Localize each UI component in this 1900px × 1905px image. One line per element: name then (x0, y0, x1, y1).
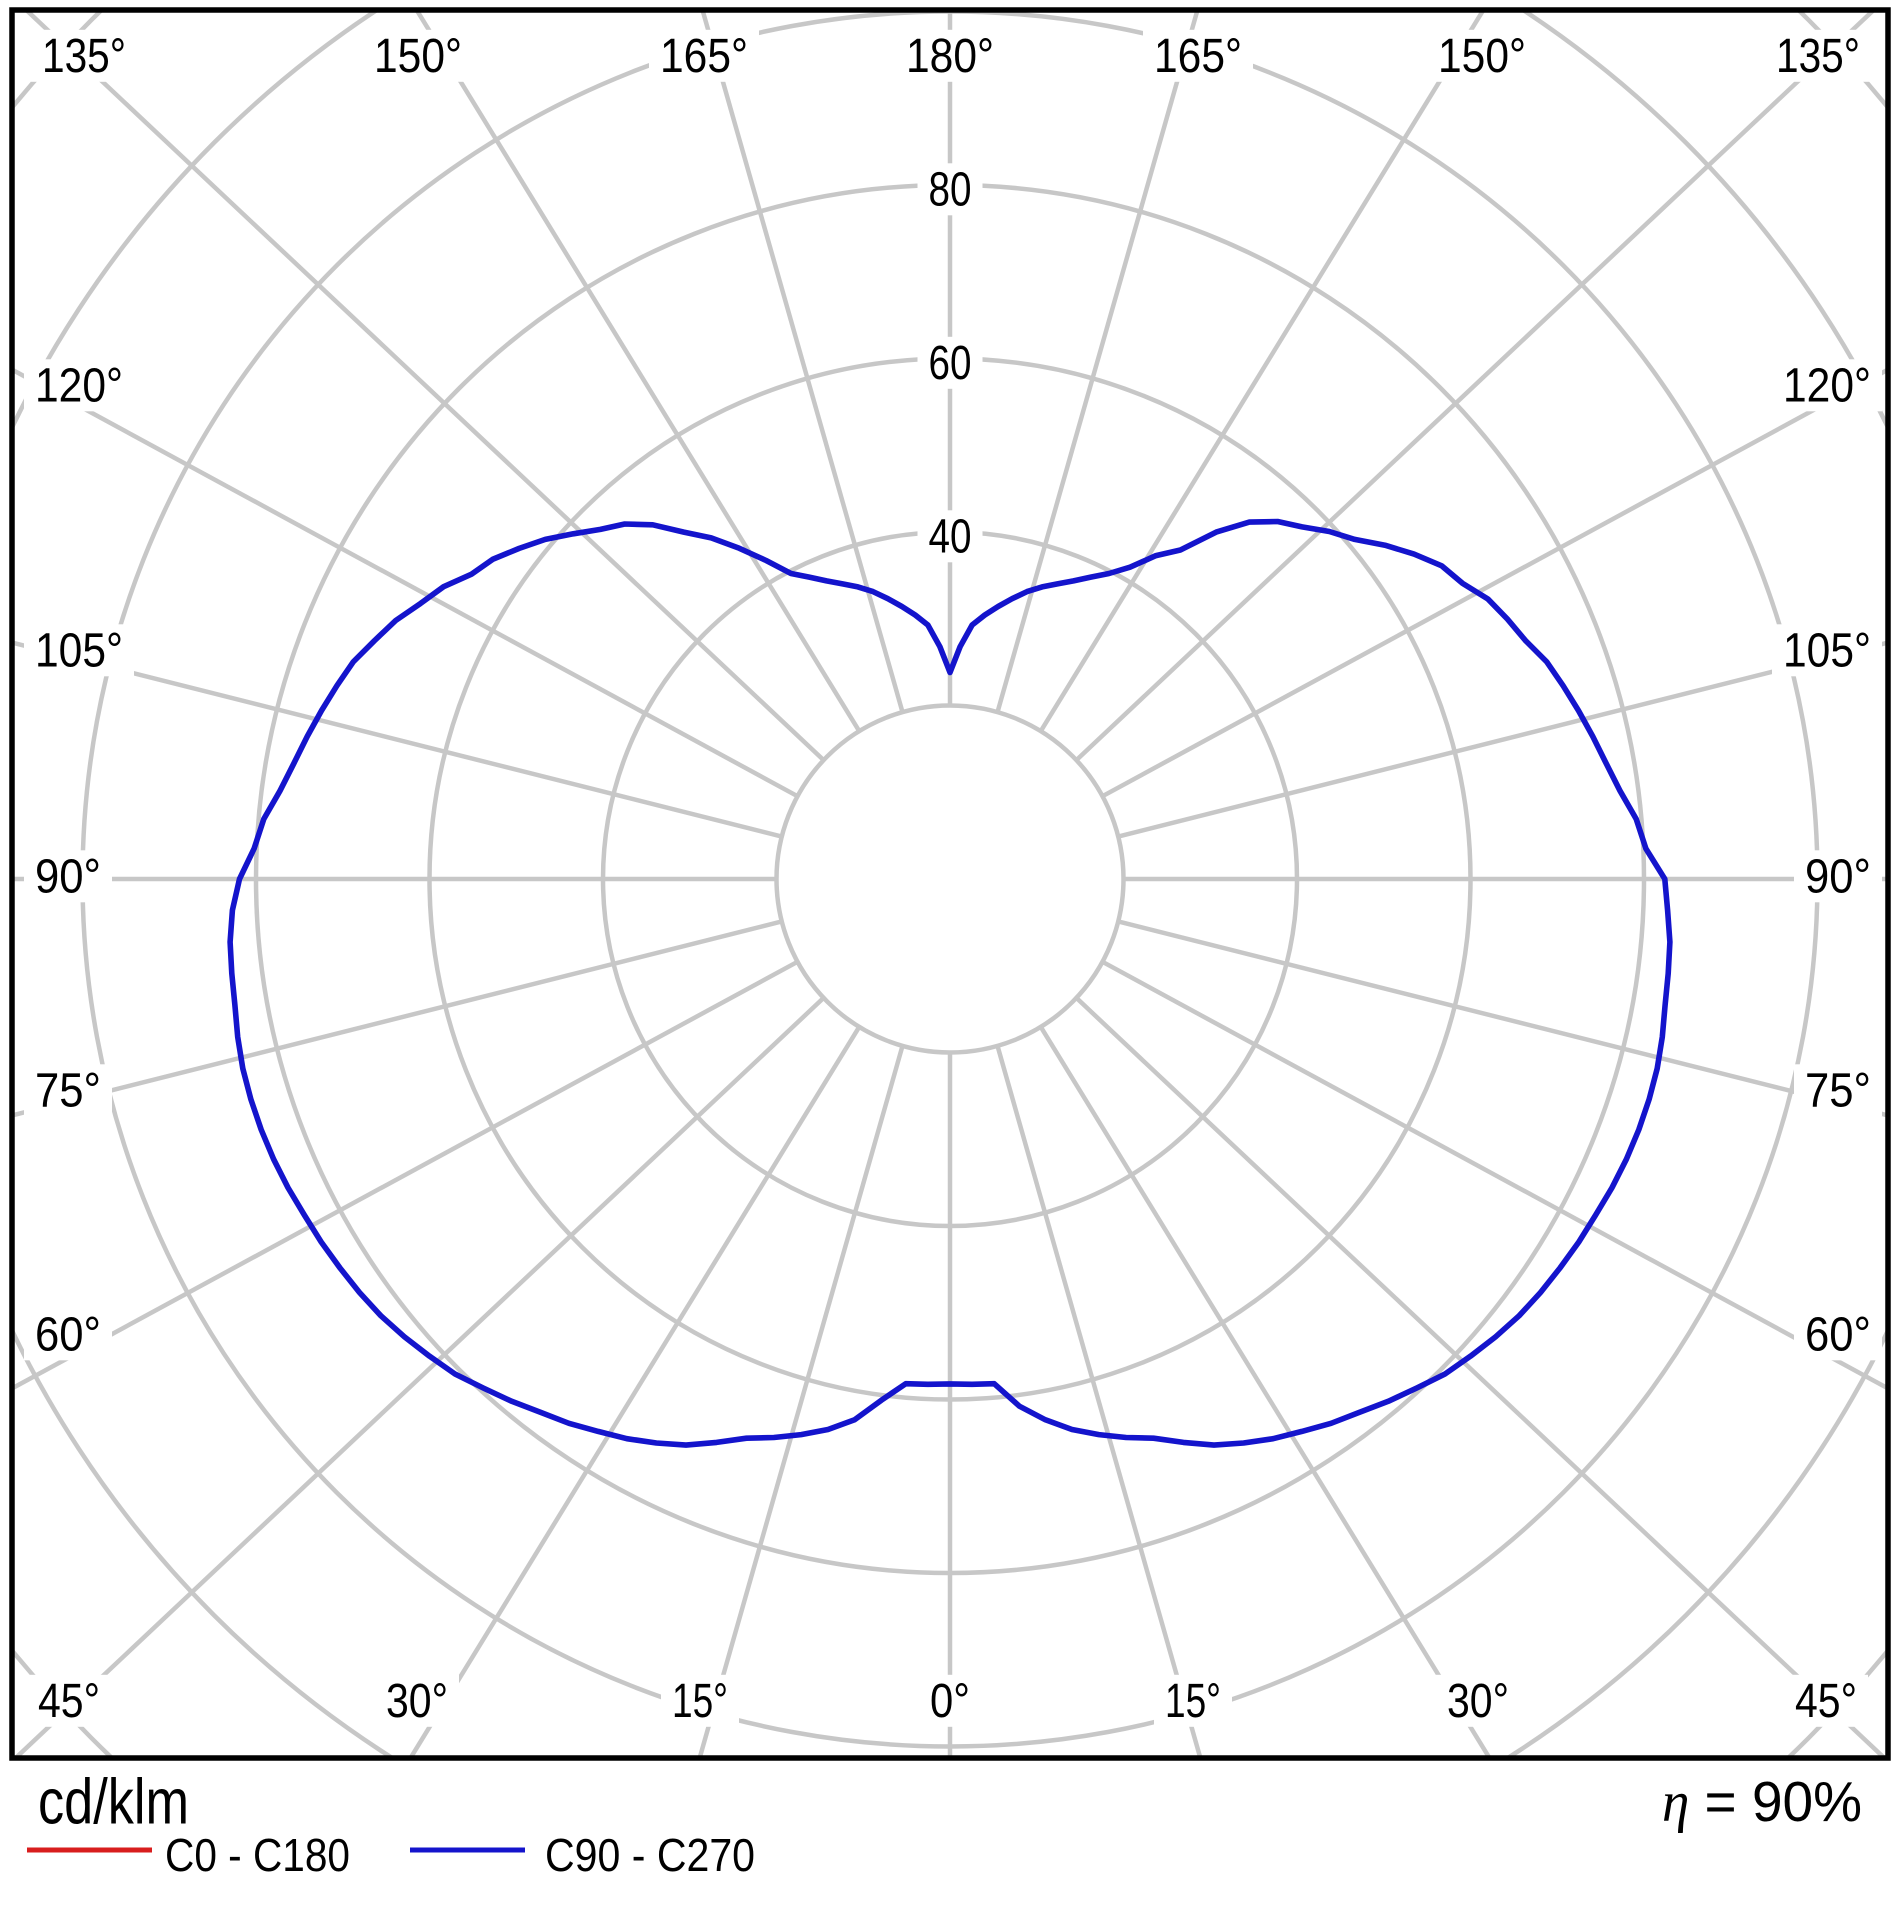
svg-text:90°: 90° (1805, 851, 1871, 904)
svg-text:cd/klm: cd/klm (38, 1766, 189, 1838)
svg-text:150°: 150° (374, 30, 462, 83)
svg-text:45°: 45° (1795, 1675, 1857, 1728)
svg-text:15°: 15° (672, 1675, 728, 1728)
svg-text:30°: 30° (1447, 1675, 1509, 1728)
svg-text:75°: 75° (35, 1065, 101, 1118)
svg-text:C90 - C270: C90 - C270 (545, 1829, 755, 1881)
svg-text:0°: 0° (930, 1675, 970, 1728)
svg-text:105°: 105° (35, 625, 123, 678)
svg-text:135°: 135° (1776, 30, 1860, 83)
svg-text:60°: 60° (35, 1309, 101, 1362)
svg-text:150°: 150° (1438, 30, 1526, 83)
svg-text:60: 60 (929, 337, 972, 390)
svg-text:165°: 165° (660, 30, 748, 83)
svg-text:90°: 90° (35, 851, 101, 904)
svg-text:165°: 165° (1154, 30, 1242, 83)
svg-text:105°: 105° (1783, 625, 1871, 678)
svg-text:120°: 120° (1783, 360, 1871, 413)
svg-text:η = 90%: η = 90% (1662, 1770, 1862, 1834)
svg-text:C0 - C180: C0 - C180 (165, 1829, 350, 1881)
svg-text:60°: 60° (1805, 1309, 1871, 1362)
svg-text:40: 40 (929, 511, 972, 564)
svg-text:15°: 15° (1165, 1675, 1221, 1728)
svg-text:120°: 120° (35, 360, 123, 413)
svg-text:180°: 180° (906, 30, 994, 83)
svg-text:135°: 135° (42, 30, 126, 83)
svg-text:45°: 45° (38, 1675, 100, 1728)
svg-text:30°: 30° (386, 1675, 448, 1728)
svg-text:80: 80 (929, 164, 972, 217)
svg-text:75°: 75° (1805, 1065, 1871, 1118)
